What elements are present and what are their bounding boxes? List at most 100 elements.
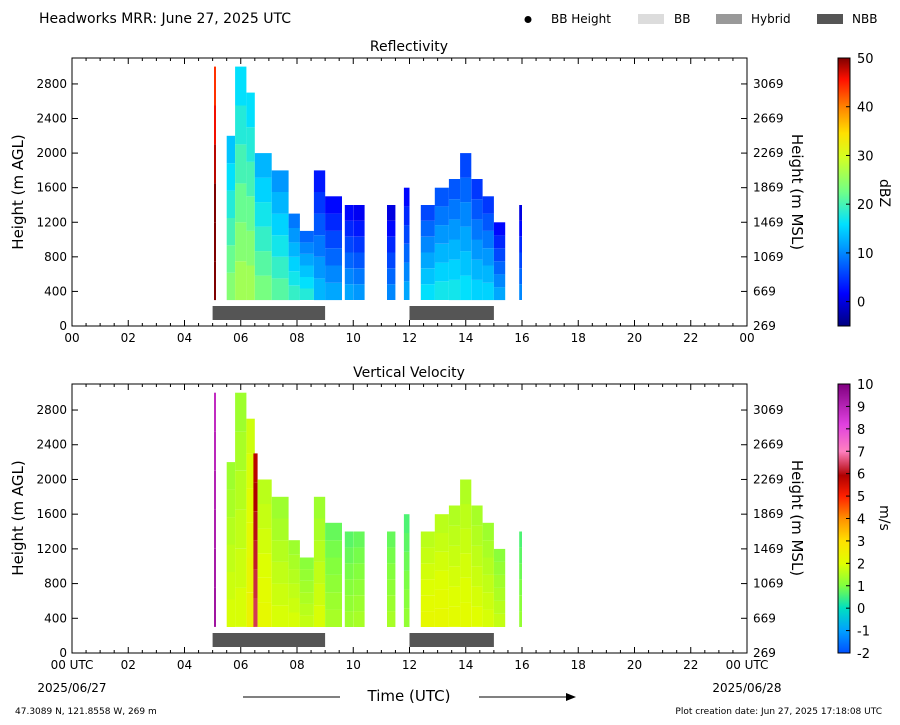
echo-cell (271, 213, 289, 236)
echo-cell (448, 239, 461, 260)
x-tick-label: 10 (346, 331, 361, 345)
echo-cell (246, 161, 255, 197)
velocity-colorbar: -2 -1 0 1 2 3 4 5 6 7 8 9 10 (837, 378, 874, 662)
y-tick-label: 1200 (36, 542, 67, 556)
echo-cell (253, 569, 258, 598)
echo-cell (353, 236, 365, 253)
echo-cell (353, 205, 365, 221)
y-tick-label-right: 1469 (753, 215, 784, 229)
echo-cell (226, 217, 236, 246)
echo-cell (471, 199, 483, 220)
x-tick-label: 16 (514, 331, 529, 345)
reflectivity-plot-area: 00 02 04 06 08 10 12 14 16 18 20 22 0004008001200160… (36, 57, 784, 345)
legend-bb-label: BB (674, 12, 690, 26)
echo-cell (387, 547, 396, 564)
echo-cell (519, 611, 522, 627)
echo-cell (387, 220, 396, 237)
echo-cell (344, 236, 354, 253)
echo-cell (471, 505, 483, 526)
echo-cell (387, 236, 396, 253)
echo-cell (288, 228, 300, 243)
echo-cell (420, 252, 435, 269)
echo-cell (387, 252, 396, 269)
colorbar-tick-label: 3 (857, 535, 865, 550)
echo-cell (214, 431, 216, 471)
echo-cell (235, 392, 247, 432)
echo-cell (448, 525, 461, 546)
echo-cell (246, 592, 255, 627)
echo-cell (299, 288, 314, 300)
echo-cell (214, 222, 216, 262)
echo-cell (482, 540, 494, 558)
time-arrow-head (566, 693, 576, 701)
echo-cell (235, 105, 247, 145)
echo-cell (299, 230, 314, 243)
echo-cell (253, 453, 258, 483)
y-tick-label: 2400 (36, 112, 67, 126)
echo-cell (271, 170, 289, 192)
echo-cell (493, 600, 506, 614)
echo-cell (448, 199, 461, 220)
x-tick-label: 18 (571, 331, 586, 345)
echo-cell (420, 579, 435, 596)
echo-cell (254, 226, 272, 252)
legend-hybrid-label: Hybrid (751, 12, 791, 26)
echo-cell (257, 504, 272, 529)
colorbar-tick-label: -2 (857, 647, 870, 662)
echo-cell (271, 192, 289, 214)
echo-cell (448, 566, 461, 587)
y-tick-label-right: 1469 (753, 542, 784, 556)
echo-cell (254, 202, 272, 227)
echo-cell (299, 277, 314, 289)
echo-cell (434, 281, 449, 300)
velocity-colorbar-label: m/s (876, 505, 892, 531)
echo-cell (235, 470, 247, 510)
echo-cell (353, 268, 365, 285)
echo-cell (471, 219, 483, 240)
echo-cell (254, 251, 272, 276)
echo-cell (448, 606, 461, 627)
echo-cell (325, 196, 342, 214)
echo-cell (313, 278, 326, 301)
echo-cell (434, 570, 449, 590)
echo-cell (325, 574, 342, 593)
y-tick-label-right: 1069 (753, 250, 784, 264)
echo-cell (271, 235, 289, 257)
echo-cell (226, 190, 236, 218)
colorbar-tick-label: 1 (857, 580, 865, 595)
y-tick-label-right: 669 (753, 611, 776, 625)
x-tick-label: 22 (683, 658, 698, 672)
echo-cell (434, 533, 449, 552)
colorbar-tick-label: -1 (857, 625, 870, 640)
y-tick-label: 2000 (36, 472, 67, 486)
echo-cell (434, 608, 449, 627)
echo-cell (246, 92, 255, 128)
echo-cell (460, 479, 472, 505)
echo-cell (519, 268, 522, 285)
legend-bb-height-marker (524, 16, 532, 23)
echo-cell (325, 592, 342, 610)
echo-cell (226, 544, 236, 572)
echo-cell (214, 587, 216, 627)
echo-cell (353, 547, 365, 564)
colorbar-tick-label: 0 (857, 296, 865, 311)
x-tick-label: 12 (402, 658, 417, 672)
echo-cell (460, 504, 472, 529)
y-tick-label-right: 669 (753, 284, 776, 298)
colorbar-tick-label: 7 (857, 445, 865, 460)
echo-cell (482, 592, 494, 610)
echo-cell (493, 614, 506, 627)
echo-cell (434, 206, 449, 226)
echo-cell (344, 220, 354, 237)
echo-cell (235, 431, 247, 471)
figure-title: Headworks MRR: June 27, 2025 UTC (39, 11, 291, 27)
echo-cell (403, 225, 410, 244)
echo-cell (353, 563, 365, 580)
echo-cell (288, 583, 300, 599)
x-tick-label: 02 (121, 331, 136, 345)
nbb-bar (212, 306, 326, 320)
y-tick-label: 0 (59, 646, 67, 660)
echo-cell (471, 566, 483, 587)
colorbar-tick-label: 40 (857, 101, 874, 116)
